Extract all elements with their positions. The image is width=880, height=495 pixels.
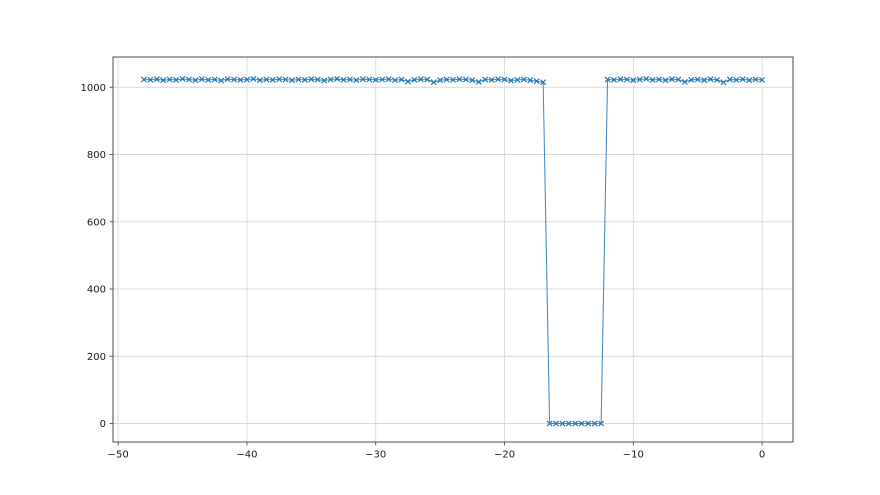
y-tick-label: 1000: [81, 83, 106, 94]
x-tick-label: −30: [365, 450, 386, 461]
y-tick-label: 0: [100, 419, 106, 430]
data-markers: [140, 75, 766, 427]
y-tick-label: 800: [87, 150, 106, 161]
x-tick-label: −50: [108, 450, 129, 461]
x-tick-label: −20: [494, 450, 515, 461]
x-tick-label: −10: [623, 450, 644, 461]
plot-border: [112, 56, 794, 443]
y-tick-label: 600: [87, 217, 106, 228]
x-tick-label: 0: [759, 450, 765, 461]
x-tick-label: −40: [236, 450, 257, 461]
y-tick-label: 400: [87, 285, 106, 296]
y-tick-label: 200: [87, 352, 106, 363]
plot-background: [113, 57, 793, 442]
